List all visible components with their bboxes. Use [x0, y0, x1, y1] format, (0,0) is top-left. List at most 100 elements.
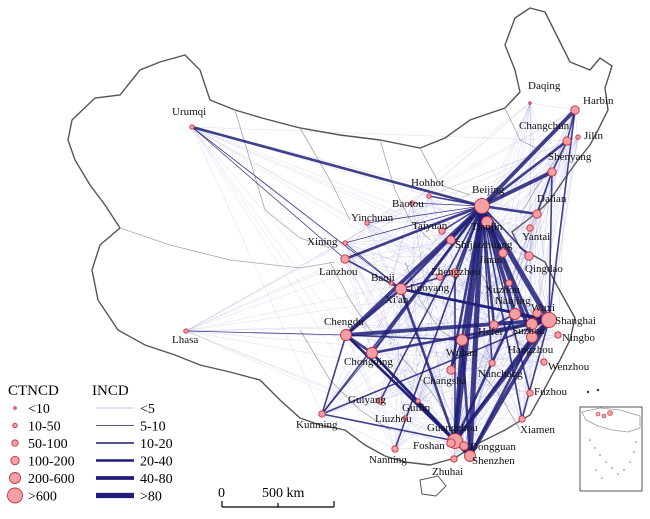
- link-line: [390, 202, 413, 284]
- link-line: [566, 109, 576, 142]
- link-line: [379, 288, 402, 402]
- link-line: [379, 213, 538, 402]
- link-line: [390, 282, 406, 419]
- link-line: [454, 418, 523, 442]
- city-label: Wenzhou: [548, 361, 590, 373]
- city-label: Nanjing: [495, 295, 531, 307]
- island-dot: [596, 388, 600, 392]
- link-line: [480, 139, 569, 208]
- link-line: [344, 318, 551, 337]
- link-line: [191, 126, 347, 336]
- city-label: Xining: [307, 236, 338, 248]
- link-line: [191, 126, 452, 241]
- city-label: Beijing: [472, 184, 505, 196]
- link-line: [508, 136, 579, 284]
- link-line: [321, 255, 530, 415]
- link-line: [379, 205, 483, 402]
- link-line: [514, 140, 568, 315]
- city-node: [526, 318, 538, 330]
- link-line: [343, 204, 484, 261]
- node-legend-label: <10: [28, 402, 50, 417]
- city-node: [450, 268, 460, 278]
- node-legend-label: >600: [28, 490, 57, 505]
- link-line: [321, 413, 456, 442]
- link-line: [344, 136, 579, 260]
- nodes-layer: [183, 101, 581, 463]
- link-line: [399, 287, 457, 443]
- scale-start-label: 0: [218, 486, 225, 501]
- link-line: [345, 334, 533, 338]
- link-line: [491, 336, 533, 364]
- link-line: [480, 108, 577, 208]
- link-line: [185, 330, 406, 419]
- link-line: [469, 418, 523, 457]
- city-node: [450, 455, 458, 463]
- link-line: [480, 204, 539, 216]
- link-line: [191, 126, 559, 336]
- link-line: [449, 204, 484, 372]
- link-line: [450, 361, 545, 371]
- city-node: [505, 279, 513, 287]
- link-line: [551, 140, 568, 173]
- link-line: [479, 203, 552, 323]
- link-legend-label: 20-40: [140, 455, 173, 470]
- city-node: [524, 251, 534, 261]
- link-line: [379, 336, 533, 402]
- link-line: [521, 109, 576, 420]
- link-line: [454, 272, 495, 326]
- link-line: [521, 361, 545, 420]
- link-line: [185, 202, 413, 332]
- link-line: [454, 272, 523, 420]
- link-line: [321, 400, 381, 415]
- city-label: Lanzhou: [319, 266, 358, 278]
- link-line: [400, 195, 430, 290]
- city-node: [481, 216, 493, 228]
- province-border: [299, 127, 351, 221]
- node-legend-label: 10-50: [28, 420, 61, 435]
- city-node: [409, 200, 415, 206]
- city-label: Lhasa: [172, 334, 198, 346]
- city-node: [436, 273, 444, 281]
- link-line: [371, 272, 456, 354]
- link-line: [344, 287, 403, 337]
- link-line: [191, 126, 323, 415]
- city-node: [526, 224, 534, 232]
- city-node: [376, 397, 384, 405]
- link-line: [191, 126, 516, 315]
- node-legend-symbol: [9, 472, 21, 484]
- link-line: [439, 276, 550, 321]
- link-line: [191, 126, 402, 290]
- link-line: [345, 334, 463, 341]
- link-line: [191, 126, 346, 260]
- city-label: Guilin: [402, 402, 431, 414]
- city-node: [474, 198, 490, 214]
- city-label: Zhengzhou: [431, 266, 481, 278]
- link-line: [502, 109, 576, 254]
- link-line: [390, 109, 576, 284]
- link-legend-label: 5-10: [140, 420, 166, 435]
- city-label: Baotou: [392, 198, 424, 210]
- link-line: [557, 140, 568, 336]
- link-line: [344, 258, 452, 444]
- province-border: [119, 227, 336, 269]
- link-line: [481, 205, 530, 257]
- link-line: [344, 242, 452, 444]
- link-line: [344, 242, 441, 278]
- link-line: [480, 170, 554, 208]
- city-node: [446, 438, 456, 448]
- link-line: [453, 312, 517, 443]
- city-node: [562, 136, 572, 146]
- link-legend-label: >80: [140, 490, 162, 505]
- city-node: [446, 365, 456, 375]
- link-line: [344, 258, 419, 402]
- hainan-island: [419, 475, 447, 497]
- link-line: [185, 272, 456, 332]
- link-line: [461, 339, 523, 420]
- city-label: Chongqing: [344, 356, 393, 368]
- city-label: Shanghai: [555, 315, 596, 327]
- province-border: [504, 107, 541, 151]
- province-border: [469, 359, 521, 431]
- city-label: Nanning: [369, 454, 407, 466]
- link-line: [453, 335, 534, 443]
